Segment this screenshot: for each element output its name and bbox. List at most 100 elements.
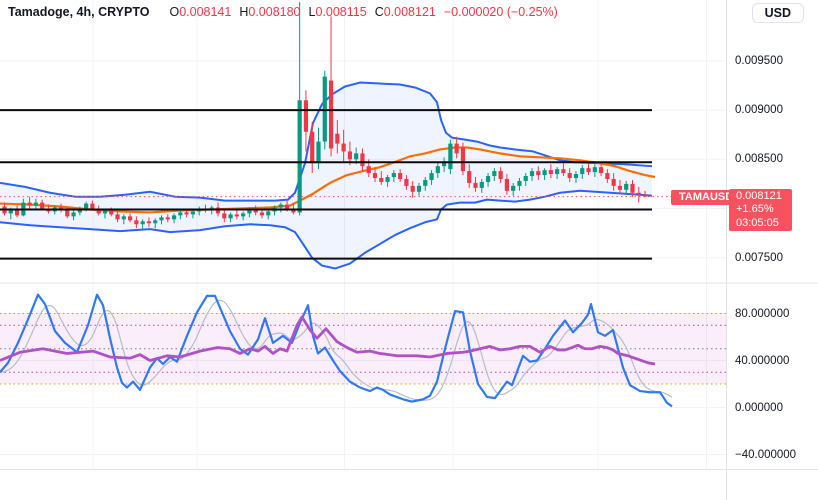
price-axis-tick: 0.009000 (735, 104, 783, 117)
bollinger-lower-band (0, 189, 653, 270)
candle-body (285, 204, 290, 209)
candle-body (228, 214, 233, 219)
candle-body (398, 173, 403, 179)
candle-body (391, 173, 396, 178)
candle-body (165, 217, 170, 220)
open-label: O (169, 5, 180, 19)
candle-body (159, 217, 164, 221)
candle-body (479, 181, 484, 188)
candle-body (523, 176, 528, 181)
candle-body (153, 220, 158, 224)
candle-body (303, 100, 309, 132)
candle-body (360, 153, 365, 167)
candle-body (492, 171, 497, 177)
bollinger-fill (0, 82, 652, 269)
candle-body (234, 214, 239, 217)
candle-body (259, 212, 265, 216)
candle-body (109, 210, 114, 215)
high-label: H (239, 5, 249, 19)
time-axis[interactable]: 6913162023 (0, 470, 726, 500)
indicator-axis-tick: 40.000000 (735, 354, 790, 367)
indicator-axis-tick: −40.000000 (735, 448, 797, 461)
candle-body (102, 210, 108, 214)
candle-body (310, 131, 315, 164)
candle-body (178, 212, 183, 216)
candle-body (611, 178, 616, 186)
candle-body (599, 167, 604, 174)
candle-body (485, 176, 491, 182)
candle-body (561, 169, 566, 174)
last-price-badge: 0.008121 +1.65% 03:05:05 (729, 189, 792, 232)
candle-body (379, 177, 384, 182)
oscillator-k-line (0, 293, 673, 408)
candle-body (580, 168, 585, 175)
indicator-axis-tick: 0.000000 (735, 401, 783, 414)
oscillator-d-line (0, 315, 656, 366)
candle-body (247, 209, 252, 214)
candle-body (121, 216, 126, 220)
candle-body (605, 173, 610, 179)
candle-body (404, 178, 409, 186)
badge-change-percent: +1.65% (736, 203, 774, 216)
bollinger-basis-line (0, 146, 656, 214)
candle-body (347, 151, 352, 160)
candle-body (8, 209, 13, 214)
open-value: 0.008141 (179, 5, 232, 19)
oscillator-band (0, 313, 727, 384)
candle-body (573, 174, 579, 178)
candle-body (341, 143, 346, 152)
candle-body (624, 183, 629, 190)
candle-body (266, 211, 271, 216)
candle-body (14, 209, 20, 216)
candle-body (366, 166, 371, 174)
price-axis[interactable]: 0.009500 0.009000 0.008500 0.007500 80.00000… (727, 0, 818, 470)
symbol-legend[interactable]: Tamadoge, 4h, CRYPTO O0.008141 H0.008180 L0… (8, 5, 558, 19)
candle-body (586, 168, 591, 173)
candle-body (636, 192, 641, 195)
close-value: 0.008121 (383, 5, 436, 19)
oscillator-smooth-line (0, 299, 673, 401)
candle-body (96, 208, 101, 214)
symbol-title: Tamadoge, 4h, CRYPTO (8, 5, 150, 19)
candle-body (548, 170, 553, 175)
candle-body (241, 213, 246, 217)
candle-body (542, 170, 547, 176)
candle-body (416, 185, 422, 192)
bollinger-upper-band (0, 81, 653, 202)
candle-body (316, 141, 321, 164)
candle-body (442, 161, 447, 167)
candle-body (448, 143, 453, 170)
price-axis-tick: 0.008500 (735, 153, 783, 166)
badge-price: 0.008121 (736, 190, 782, 202)
candle-body (184, 212, 189, 215)
indicator-axis-tick: 80.000000 (735, 307, 790, 320)
candle-body (27, 202, 32, 206)
badge-countdown: 03:05:05 (736, 216, 779, 229)
candle-body (297, 100, 302, 213)
candle-body (335, 133, 340, 144)
price-line-symbol-label: TAMAUSD (671, 190, 742, 205)
candle-body (190, 211, 195, 215)
candle-body (33, 202, 38, 206)
candle-body (454, 143, 459, 154)
candle-body (84, 203, 89, 209)
candle-body (511, 185, 516, 191)
candle-body (429, 173, 434, 180)
low-value: 0.008115 (315, 5, 367, 19)
price-axis-tick: 0.007500 (735, 251, 783, 264)
candle-body (385, 177, 390, 182)
candle-body (460, 147, 466, 172)
change-value: −0.000020 (−0.25%) (443, 5, 558, 19)
candle-body (617, 185, 623, 190)
candle-body (630, 183, 635, 193)
candle-body (555, 169, 560, 175)
candle-body (354, 153, 359, 160)
candle-body (171, 215, 177, 220)
currency-toggle-button[interactable]: USD (751, 3, 804, 23)
candle-body (71, 212, 76, 217)
candle-body (140, 221, 145, 225)
price-axis-tick: 0.009500 (735, 54, 783, 67)
candle-body (278, 204, 283, 208)
